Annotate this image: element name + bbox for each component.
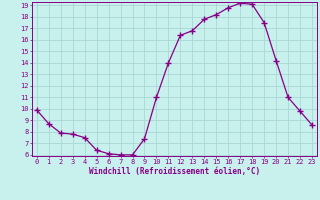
X-axis label: Windchill (Refroidissement éolien,°C): Windchill (Refroidissement éolien,°C) — [89, 167, 260, 176]
